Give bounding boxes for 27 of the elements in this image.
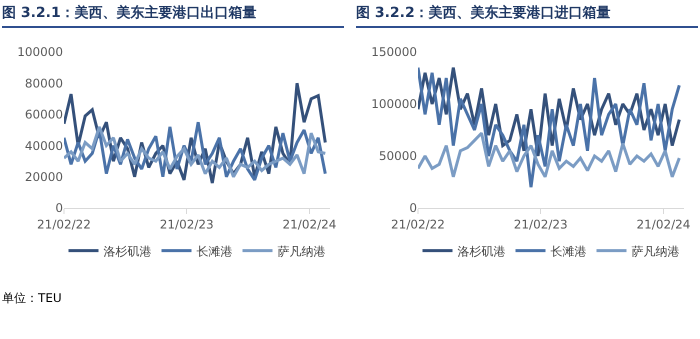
- y-tick-label: 80000: [24, 76, 63, 90]
- y-tick-label: 0: [55, 201, 63, 216]
- legend-label: 洛杉矶港: [458, 244, 506, 258]
- chart-title: 图 3.2.2：美西、美东主要港口进口箱量: [356, 0, 698, 28]
- y-tick-label: 0: [409, 201, 417, 216]
- x-tick-label: 21/02/24: [636, 217, 690, 232]
- x-tick-label: 21/02/23: [160, 217, 214, 232]
- line-series: [418, 132, 681, 178]
- y-tick-label: 100000: [17, 45, 63, 60]
- legend-label: 萨凡纳港: [278, 244, 326, 258]
- x-tick-label: 21/02/22: [37, 217, 91, 232]
- x-tick-label: 21/02/24: [282, 217, 336, 232]
- legend-label: 洛杉矶港: [104, 244, 152, 258]
- y-tick-label: 60000: [24, 108, 63, 122]
- y-tick-label: 150000: [371, 45, 417, 60]
- y-tick-label: 100000: [371, 97, 417, 112]
- chart-title: 图 3.2.1：美西、美东主要港口出口箱量: [2, 0, 344, 28]
- text: 单位：TEU: [2, 290, 63, 307]
- legend-label: 长滩港: [196, 244, 232, 258]
- y-tick-label: 20000: [24, 170, 63, 184]
- x-tick-label: 21/02/22: [391, 217, 445, 232]
- legend-label: 萨凡纳港: [632, 244, 680, 258]
- y-tick-label: 40000: [24, 138, 63, 153]
- x-tick-label: 21/02/23: [514, 217, 568, 232]
- legend-label: 长滩港: [550, 244, 586, 258]
- line-series: [418, 66, 681, 189]
- y-tick-label: 50000: [378, 149, 417, 164]
